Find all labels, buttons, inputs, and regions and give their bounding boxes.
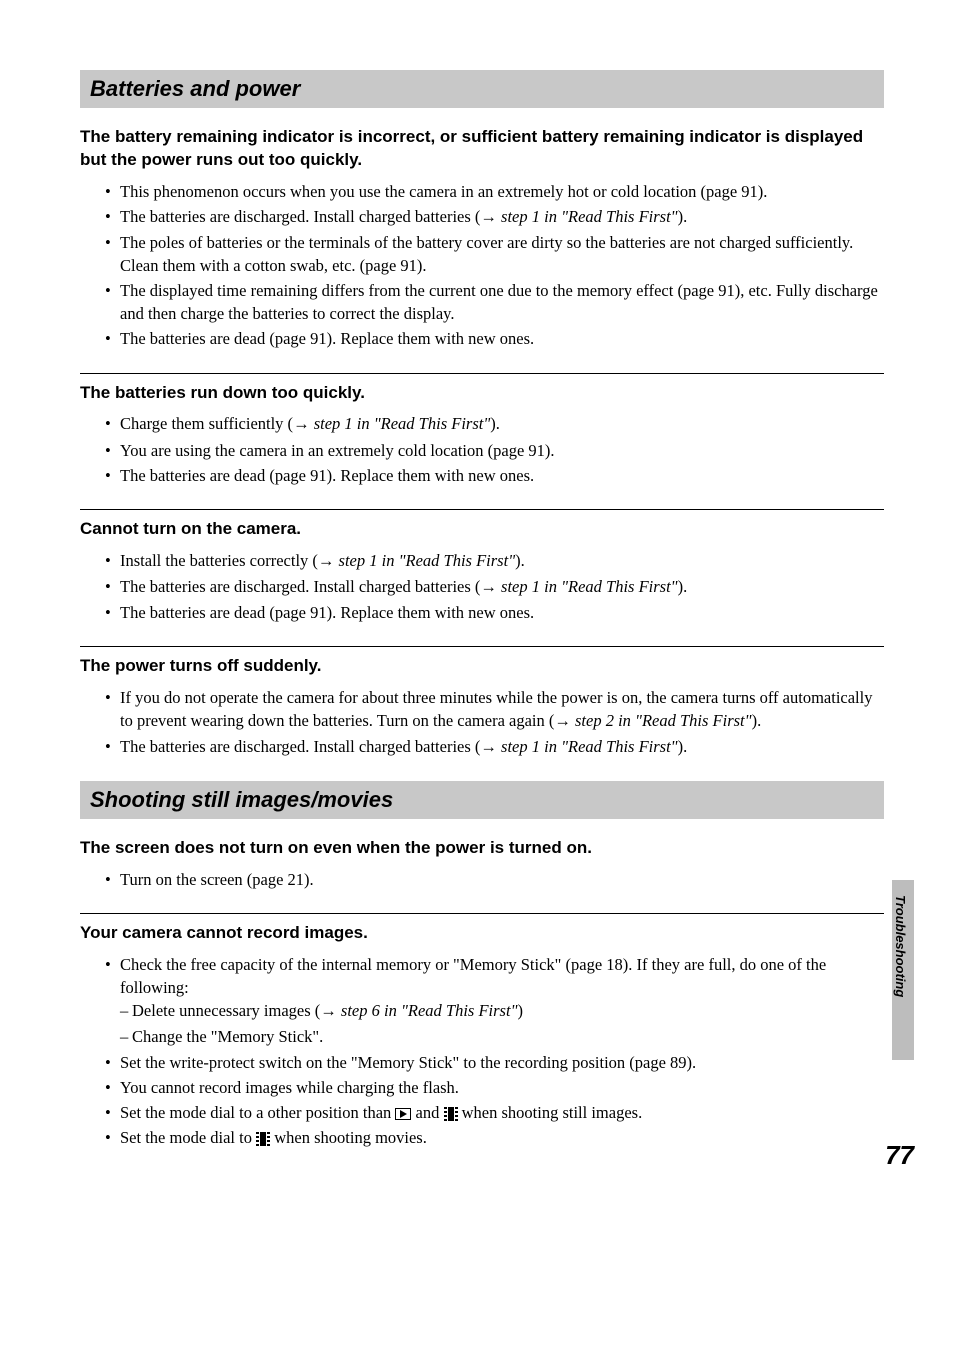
sub-list: Delete unnecessary images (→ step 6 in "…: [120, 999, 884, 1048]
arrow-icon: →: [480, 738, 497, 756]
divider: [80, 913, 884, 914]
topic-block: The batteries run down too quickly. Char…: [80, 382, 884, 487]
topic-title: Your camera cannot record images.: [80, 922, 884, 945]
topic-title: The screen does not turn on even when th…: [80, 837, 884, 860]
bullet-item: The batteries are discharged. Install ch…: [120, 205, 884, 229]
bullet-item: Set the write-protect switch on the "Mem…: [120, 1051, 884, 1074]
bullet-item: Turn on the screen (page 21).: [120, 868, 884, 891]
bullet-item: The batteries are dead (page 91). Replac…: [120, 327, 884, 350]
arrow-icon: →: [318, 552, 335, 570]
bullet-item: You cannot record images while charging …: [120, 1076, 884, 1099]
page-number: 77: [885, 1140, 914, 1171]
bullet-list: Install the batteries correctly (→ step …: [80, 549, 884, 624]
section-header-batteries: Batteries and power: [80, 70, 884, 108]
arrow-icon: →: [293, 415, 310, 433]
section-header-shooting: Shooting still images/movies: [80, 781, 884, 819]
sub-item: Delete unnecessary images (→ step 6 in "…: [132, 999, 884, 1023]
bullet-item: Set the mode dial to when shooting movie…: [120, 1126, 884, 1149]
topic-title: The battery remaining indicator is incor…: [80, 126, 884, 172]
topic-block: The screen does not turn on even when th…: [80, 837, 884, 891]
bullet-item: The batteries are discharged. Install ch…: [120, 735, 884, 759]
arrow-icon: →: [554, 712, 571, 730]
bullet-item: This phenomenon occurs when you use the …: [120, 180, 884, 203]
bullet-item: The batteries are dead (page 91). Replac…: [120, 464, 884, 487]
bullet-item: Check the free capacity of the internal …: [120, 953, 884, 1048]
divider: [80, 373, 884, 374]
arrow-icon: →: [480, 578, 497, 596]
bullet-item: Charge them sufficiently (→ step 1 in "R…: [120, 412, 884, 436]
bullet-item: The poles of batteries or the terminals …: [120, 231, 884, 277]
arrow-icon: →: [480, 208, 497, 226]
bullet-item: You are using the camera in an extremely…: [120, 439, 884, 462]
bullet-list: Charge them sufficiently (→ step 1 in "R…: [80, 412, 884, 486]
bullet-item: The batteries are dead (page 91). Replac…: [120, 601, 884, 624]
topic-block: The power turns off suddenly. If you do …: [80, 655, 884, 759]
play-icon: [395, 1108, 411, 1120]
bullet-item: The batteries are discharged. Install ch…: [120, 575, 884, 599]
bullet-item: Set the mode dial to a other position th…: [120, 1101, 884, 1124]
bullet-list: Check the free capacity of the internal …: [80, 953, 884, 1149]
topic-block: Your camera cannot record images. Check …: [80, 922, 884, 1149]
bullet-list: Turn on the screen (page 21).: [80, 868, 884, 891]
bullet-list: If you do not operate the camera for abo…: [80, 686, 884, 759]
topic-block: Cannot turn on the camera. Install the b…: [80, 518, 884, 624]
film-icon: [444, 1107, 458, 1121]
sub-item: Change the "Memory Stick".: [132, 1025, 884, 1048]
bullet-item: The displayed time remaining differs fro…: [120, 279, 884, 325]
topic-block: The battery remaining indicator is incor…: [80, 126, 884, 351]
divider: [80, 509, 884, 510]
divider: [80, 646, 884, 647]
topic-title: Cannot turn on the camera.: [80, 518, 884, 541]
film-icon: [256, 1132, 270, 1146]
bullet-item: If you do not operate the camera for abo…: [120, 686, 884, 733]
bullet-list: This phenomenon occurs when you use the …: [80, 180, 884, 351]
bullet-item: Install the batteries correctly (→ step …: [120, 549, 884, 573]
arrow-icon: →: [320, 1002, 337, 1020]
side-label: Troubleshooting: [893, 895, 908, 997]
topic-title: The power turns off suddenly.: [80, 655, 884, 678]
topic-title: The batteries run down too quickly.: [80, 382, 884, 405]
